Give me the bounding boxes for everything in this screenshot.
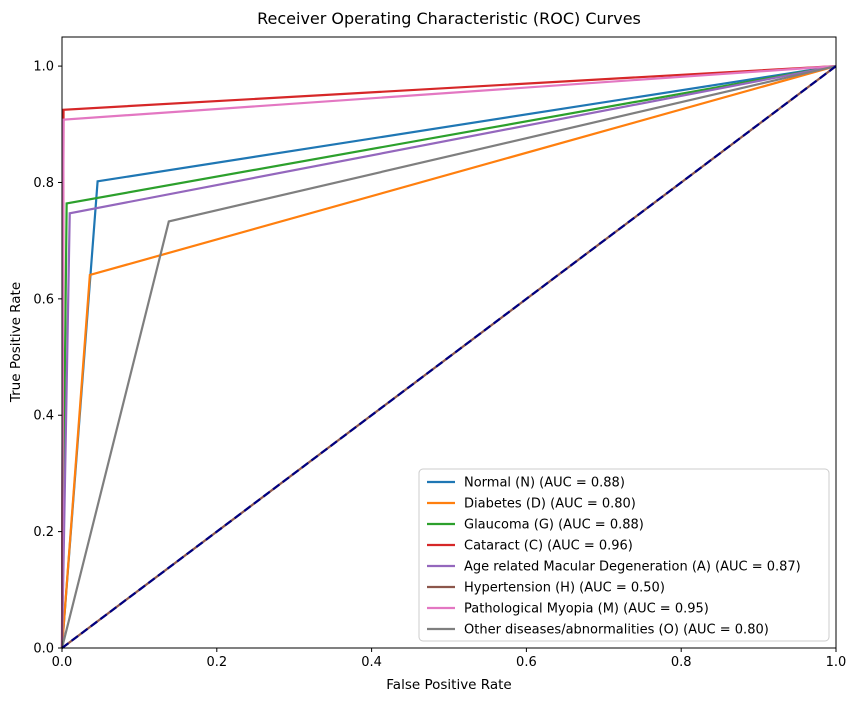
y-tick-label-3: 0.4 [33, 409, 54, 424]
x-tick-label-3: 0.4 [361, 655, 382, 670]
x-tick-label-1: 0.0 [52, 655, 73, 670]
chart-title: Receiver Operating Characteristic (ROC) … [257, 9, 641, 28]
x-tick-label-5: 0.8 [671, 655, 692, 670]
legend-label-3: Glaucoma (G) (AUC = 0.88) [464, 518, 644, 533]
legend: Normal (N) (AUC = 0.88) Diabetes (D) (AUC… [418, 468, 830, 642]
legend-label-1: Normal (N) (AUC = 0.88) [464, 476, 625, 491]
legend-label-7: Pathological Myopia (M) (AUC = 0.95) [464, 602, 709, 617]
y-tick-label-4: 0.6 [33, 292, 54, 307]
legend-label-6: Hypertension (H) (AUC = 0.50) [464, 581, 665, 596]
x-tick-label-4: 0.6 [516, 655, 537, 670]
y-tick-label-1: 0.0 [33, 642, 54, 657]
y-tick-label-2: 0.2 [33, 525, 54, 540]
roc-line-7 [60, 64, 837, 649]
roc-line-2 [60, 65, 837, 649]
x-axis: 0.0 0.2 0.4 0.6 0.8 1.0 [52, 648, 847, 670]
plot-frame [61, 36, 837, 649]
legend-label-8: Other diseases/abnormalities (O) (AUC = … [464, 623, 769, 638]
legend-label-5: Age related Macular Degeneration (A) (AU… [464, 560, 801, 575]
legend-label-4: Cataract (C) (AUC = 0.96) [464, 539, 633, 554]
y-axis-label: True Positive Rate [8, 282, 24, 403]
y-tick-label-6: 1.0 [33, 60, 54, 75]
roc-line-5 [60, 65, 837, 649]
plot-area [60, 64, 837, 649]
x-tick-label-2: 0.2 [206, 655, 227, 670]
x-tick-label-6: 1.0 [826, 655, 847, 670]
roc-line-8 [60, 65, 837, 649]
reference-diagonal-line [61, 65, 837, 649]
legend-frame [418, 468, 830, 642]
legend-items: Normal (N) (AUC = 0.88) Diabetes (D) (AUC… [427, 476, 801, 638]
x-axis-label: False Positive Rate [386, 677, 511, 693]
legend-label-2: Diabetes (D) (AUC = 0.80) [464, 497, 636, 512]
y-axis: 0.0 0.2 0.4 0.6 0.8 1.0 [33, 60, 62, 657]
y-tick-label-5: 0.8 [33, 176, 54, 191]
